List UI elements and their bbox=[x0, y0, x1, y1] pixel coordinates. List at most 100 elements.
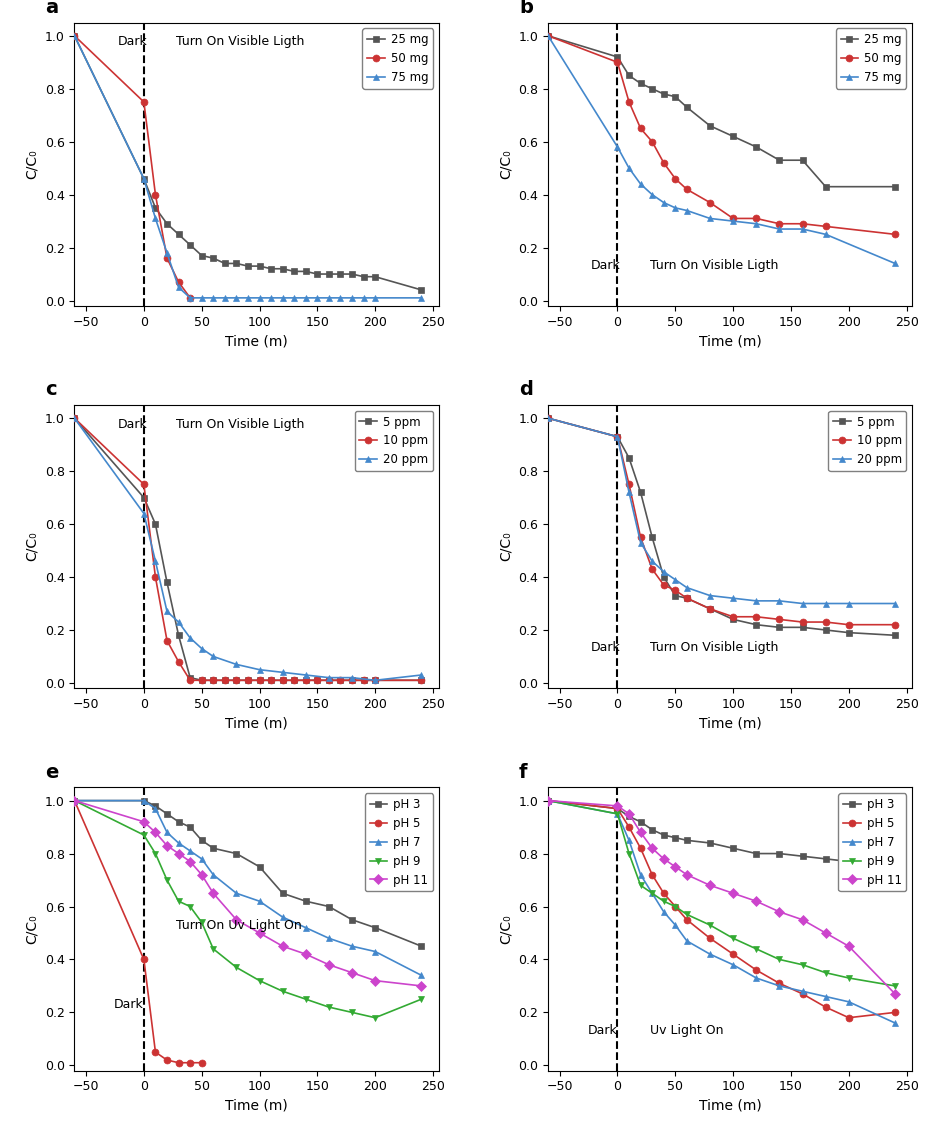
Text: Dark: Dark bbox=[117, 35, 147, 48]
pH 5 bbox=[184, 1056, 196, 1070]
pH 3 bbox=[843, 854, 855, 868]
pH 5 bbox=[797, 987, 808, 1001]
75 mg bbox=[346, 291, 358, 304]
50 mg bbox=[658, 157, 669, 170]
pH 3 bbox=[300, 895, 311, 908]
X-axis label: Time (m): Time (m) bbox=[225, 717, 288, 730]
Text: c: c bbox=[46, 380, 57, 399]
pH 7 bbox=[300, 921, 311, 934]
pH 3 bbox=[184, 820, 196, 834]
pH 7 bbox=[843, 995, 855, 1009]
pH 9 bbox=[323, 1001, 334, 1014]
5 ppm bbox=[289, 674, 300, 687]
pH 7 bbox=[208, 868, 219, 881]
pH 7 bbox=[646, 887, 657, 900]
5 ppm bbox=[797, 621, 808, 635]
5 ppm bbox=[646, 531, 657, 544]
pH 7 bbox=[173, 836, 184, 850]
5 ppm bbox=[231, 674, 242, 687]
25 mg bbox=[196, 249, 208, 263]
25 mg bbox=[820, 180, 831, 194]
pH 7 bbox=[635, 868, 646, 881]
pH 3 bbox=[346, 913, 358, 926]
75 mg bbox=[727, 214, 738, 228]
pH 5 bbox=[727, 948, 738, 961]
Text: Turn On Uv Light On: Turn On Uv Light On bbox=[177, 919, 303, 932]
25 mg bbox=[335, 267, 346, 281]
pH 11 bbox=[139, 815, 150, 828]
25 mg bbox=[705, 119, 716, 133]
20 ppm bbox=[208, 649, 219, 663]
5 ppm bbox=[196, 674, 208, 687]
75 mg bbox=[681, 204, 693, 218]
5 ppm bbox=[358, 674, 370, 687]
pH 3 bbox=[797, 850, 808, 863]
25 mg bbox=[612, 51, 623, 64]
20 ppm bbox=[797, 597, 808, 611]
20 ppm bbox=[635, 535, 646, 549]
Line: pH 3: pH 3 bbox=[71, 797, 425, 950]
pH 11 bbox=[184, 854, 196, 868]
Y-axis label: C/C₀: C/C₀ bbox=[499, 532, 513, 561]
pH 11 bbox=[705, 879, 716, 893]
pH 11 bbox=[669, 860, 681, 873]
Line: 25 mg: 25 mg bbox=[71, 33, 425, 293]
10 ppm bbox=[612, 431, 623, 444]
Text: Uv Light On: Uv Light On bbox=[650, 1023, 723, 1037]
pH 3 bbox=[646, 823, 657, 836]
50 mg bbox=[889, 228, 900, 241]
50 mg bbox=[727, 212, 738, 225]
Y-axis label: C/C₀: C/C₀ bbox=[499, 914, 513, 943]
Text: a: a bbox=[46, 0, 59, 17]
Text: Turn On Visible Ligth: Turn On Visible Ligth bbox=[177, 35, 304, 48]
75 mg bbox=[335, 291, 346, 304]
75 mg bbox=[658, 196, 669, 210]
50 mg bbox=[150, 188, 161, 202]
25 mg bbox=[543, 29, 554, 43]
20 ppm bbox=[612, 431, 623, 444]
pH 7 bbox=[774, 979, 785, 993]
pH 11 bbox=[681, 868, 693, 881]
10 ppm bbox=[646, 562, 657, 576]
pH 9 bbox=[843, 971, 855, 985]
pH 11 bbox=[612, 799, 623, 813]
pH 3 bbox=[254, 860, 265, 873]
Legend: pH 3, pH 5, pH 7, pH 9, pH 11: pH 3, pH 5, pH 7, pH 9, pH 11 bbox=[839, 793, 907, 891]
pH 7 bbox=[889, 1017, 900, 1030]
pH 5 bbox=[161, 1054, 172, 1067]
pH 5 bbox=[889, 1005, 900, 1019]
5 ppm bbox=[612, 431, 623, 444]
20 ppm bbox=[184, 631, 196, 645]
25 mg bbox=[265, 261, 277, 275]
pH 11 bbox=[727, 887, 738, 900]
75 mg bbox=[750, 218, 762, 231]
10 ppm bbox=[750, 610, 762, 623]
pH 5 bbox=[612, 801, 623, 815]
10 ppm bbox=[139, 478, 150, 491]
pH 7 bbox=[669, 919, 681, 932]
25 mg bbox=[173, 228, 184, 241]
pH 7 bbox=[797, 985, 808, 999]
5 ppm bbox=[370, 674, 381, 687]
10 ppm bbox=[658, 578, 669, 592]
20 ppm bbox=[646, 554, 657, 568]
25 mg bbox=[231, 257, 242, 270]
pH 9 bbox=[139, 828, 150, 842]
pH 11 bbox=[254, 926, 265, 940]
20 ppm bbox=[774, 594, 785, 607]
Text: Dark: Dark bbox=[591, 641, 621, 655]
5 ppm bbox=[265, 674, 277, 687]
Y-axis label: C/C₀: C/C₀ bbox=[25, 532, 39, 561]
10 ppm bbox=[300, 674, 311, 687]
Line: pH 11: pH 11 bbox=[545, 797, 898, 997]
Line: pH 5: pH 5 bbox=[71, 797, 205, 1066]
50 mg bbox=[646, 135, 657, 149]
10 ppm bbox=[312, 674, 323, 687]
25 mg bbox=[254, 259, 265, 273]
10 ppm bbox=[219, 674, 230, 687]
pH 9 bbox=[889, 979, 900, 993]
25 mg bbox=[669, 90, 681, 104]
20 ppm bbox=[416, 668, 427, 682]
pH 7 bbox=[624, 834, 635, 848]
pH 7 bbox=[370, 944, 381, 958]
